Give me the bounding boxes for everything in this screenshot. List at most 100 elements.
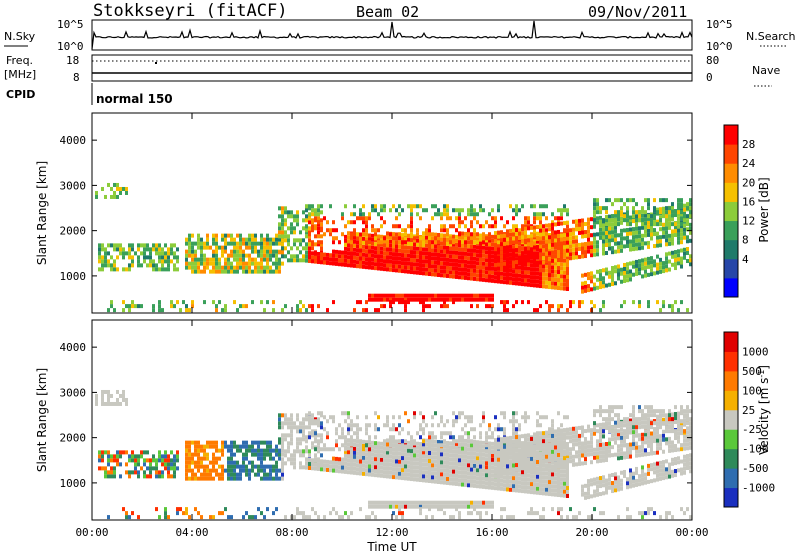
data-cell — [647, 224, 650, 229]
data-cell — [332, 300, 335, 305]
data-cell — [608, 218, 611, 223]
data-cell — [458, 511, 461, 516]
data-cell — [389, 435, 392, 440]
data-cell — [572, 454, 575, 459]
data-cell — [506, 280, 509, 285]
data-cell — [488, 242, 491, 247]
data-cell — [335, 456, 338, 461]
data-cell — [440, 249, 443, 254]
data-cell — [314, 255, 317, 260]
data-cell — [425, 478, 428, 483]
data-cell — [452, 300, 455, 305]
data-cell — [638, 263, 641, 268]
data-cell — [500, 486, 503, 491]
data-cell — [101, 466, 104, 471]
data-cell — [626, 222, 629, 227]
data-cell — [503, 452, 506, 457]
data-cell — [119, 243, 122, 248]
data-cell — [377, 266, 380, 271]
data-cell — [245, 452, 248, 457]
data-cell — [365, 440, 368, 445]
data-cell — [395, 427, 398, 432]
data-cell — [626, 270, 629, 275]
data-cell — [680, 240, 683, 245]
data-cell — [566, 465, 569, 470]
data-cell — [374, 297, 377, 302]
data-cell — [359, 507, 362, 512]
data-cell — [470, 276, 473, 281]
data-cell — [545, 284, 548, 289]
data-cell — [536, 460, 539, 464]
data-cell — [218, 261, 221, 266]
data-cell — [656, 219, 659, 224]
freq-left-tick-bottom: 8 — [73, 71, 80, 84]
data-cell — [407, 297, 410, 302]
data-cell — [560, 432, 563, 437]
data-cell — [629, 261, 632, 266]
data-cell — [434, 463, 437, 468]
data-cell — [272, 269, 275, 274]
data-cell — [158, 251, 161, 256]
data-cell — [299, 437, 302, 442]
data-cell — [551, 281, 554, 286]
data-cell — [233, 257, 236, 262]
data-cell — [116, 389, 119, 394]
data-cell — [584, 254, 587, 259]
data-cell — [386, 504, 389, 509]
data-cell — [281, 261, 284, 266]
data-cell — [152, 454, 155, 459]
data-cell — [305, 457, 308, 462]
data-cell — [401, 443, 404, 448]
data-cell — [497, 230, 500, 235]
data-cell — [239, 253, 242, 258]
data-cell — [614, 229, 617, 234]
data-cell — [662, 226, 665, 231]
data-cell — [551, 261, 554, 266]
data-cell — [653, 222, 656, 227]
data-cell — [584, 288, 587, 293]
data-cell — [518, 423, 521, 428]
data-cell — [542, 284, 545, 289]
data-cell — [536, 279, 539, 284]
data-cell — [386, 263, 389, 268]
data-cell — [386, 423, 389, 428]
data-cell — [101, 243, 104, 248]
data-cell — [515, 427, 518, 432]
data-cell — [251, 300, 254, 305]
data-cell — [521, 300, 524, 305]
data-cell — [512, 459, 515, 464]
data-cell — [683, 247, 686, 252]
data-cell — [269, 444, 272, 449]
data-cell — [446, 245, 449, 250]
data-cell — [317, 234, 320, 239]
data-cell — [302, 210, 305, 215]
data-cell — [563, 415, 566, 420]
data-cell — [479, 444, 482, 449]
data-cell — [464, 423, 467, 428]
data-cell — [527, 224, 530, 229]
data-cell — [569, 232, 572, 237]
data-cell — [677, 206, 680, 211]
data-cell — [113, 267, 116, 272]
data-cell — [662, 265, 665, 270]
data-cell — [215, 269, 218, 274]
data-cell — [518, 476, 521, 481]
data-cell — [437, 236, 440, 241]
data-cell — [635, 218, 638, 223]
data-cell — [485, 250, 488, 255]
data-cell — [518, 273, 521, 278]
data-cell — [215, 468, 218, 473]
data-cell — [623, 274, 626, 279]
data-cell — [449, 236, 452, 241]
data-cell — [533, 229, 536, 234]
data-cell — [527, 441, 530, 446]
data-cell — [419, 427, 422, 432]
data-cell — [260, 300, 263, 305]
data-cell — [224, 468, 227, 473]
data-cell — [197, 241, 200, 246]
data-cell — [458, 259, 461, 264]
data-cell — [464, 431, 467, 436]
data-cell — [389, 474, 392, 479]
data-cell — [425, 239, 428, 244]
data-cell — [356, 435, 359, 440]
